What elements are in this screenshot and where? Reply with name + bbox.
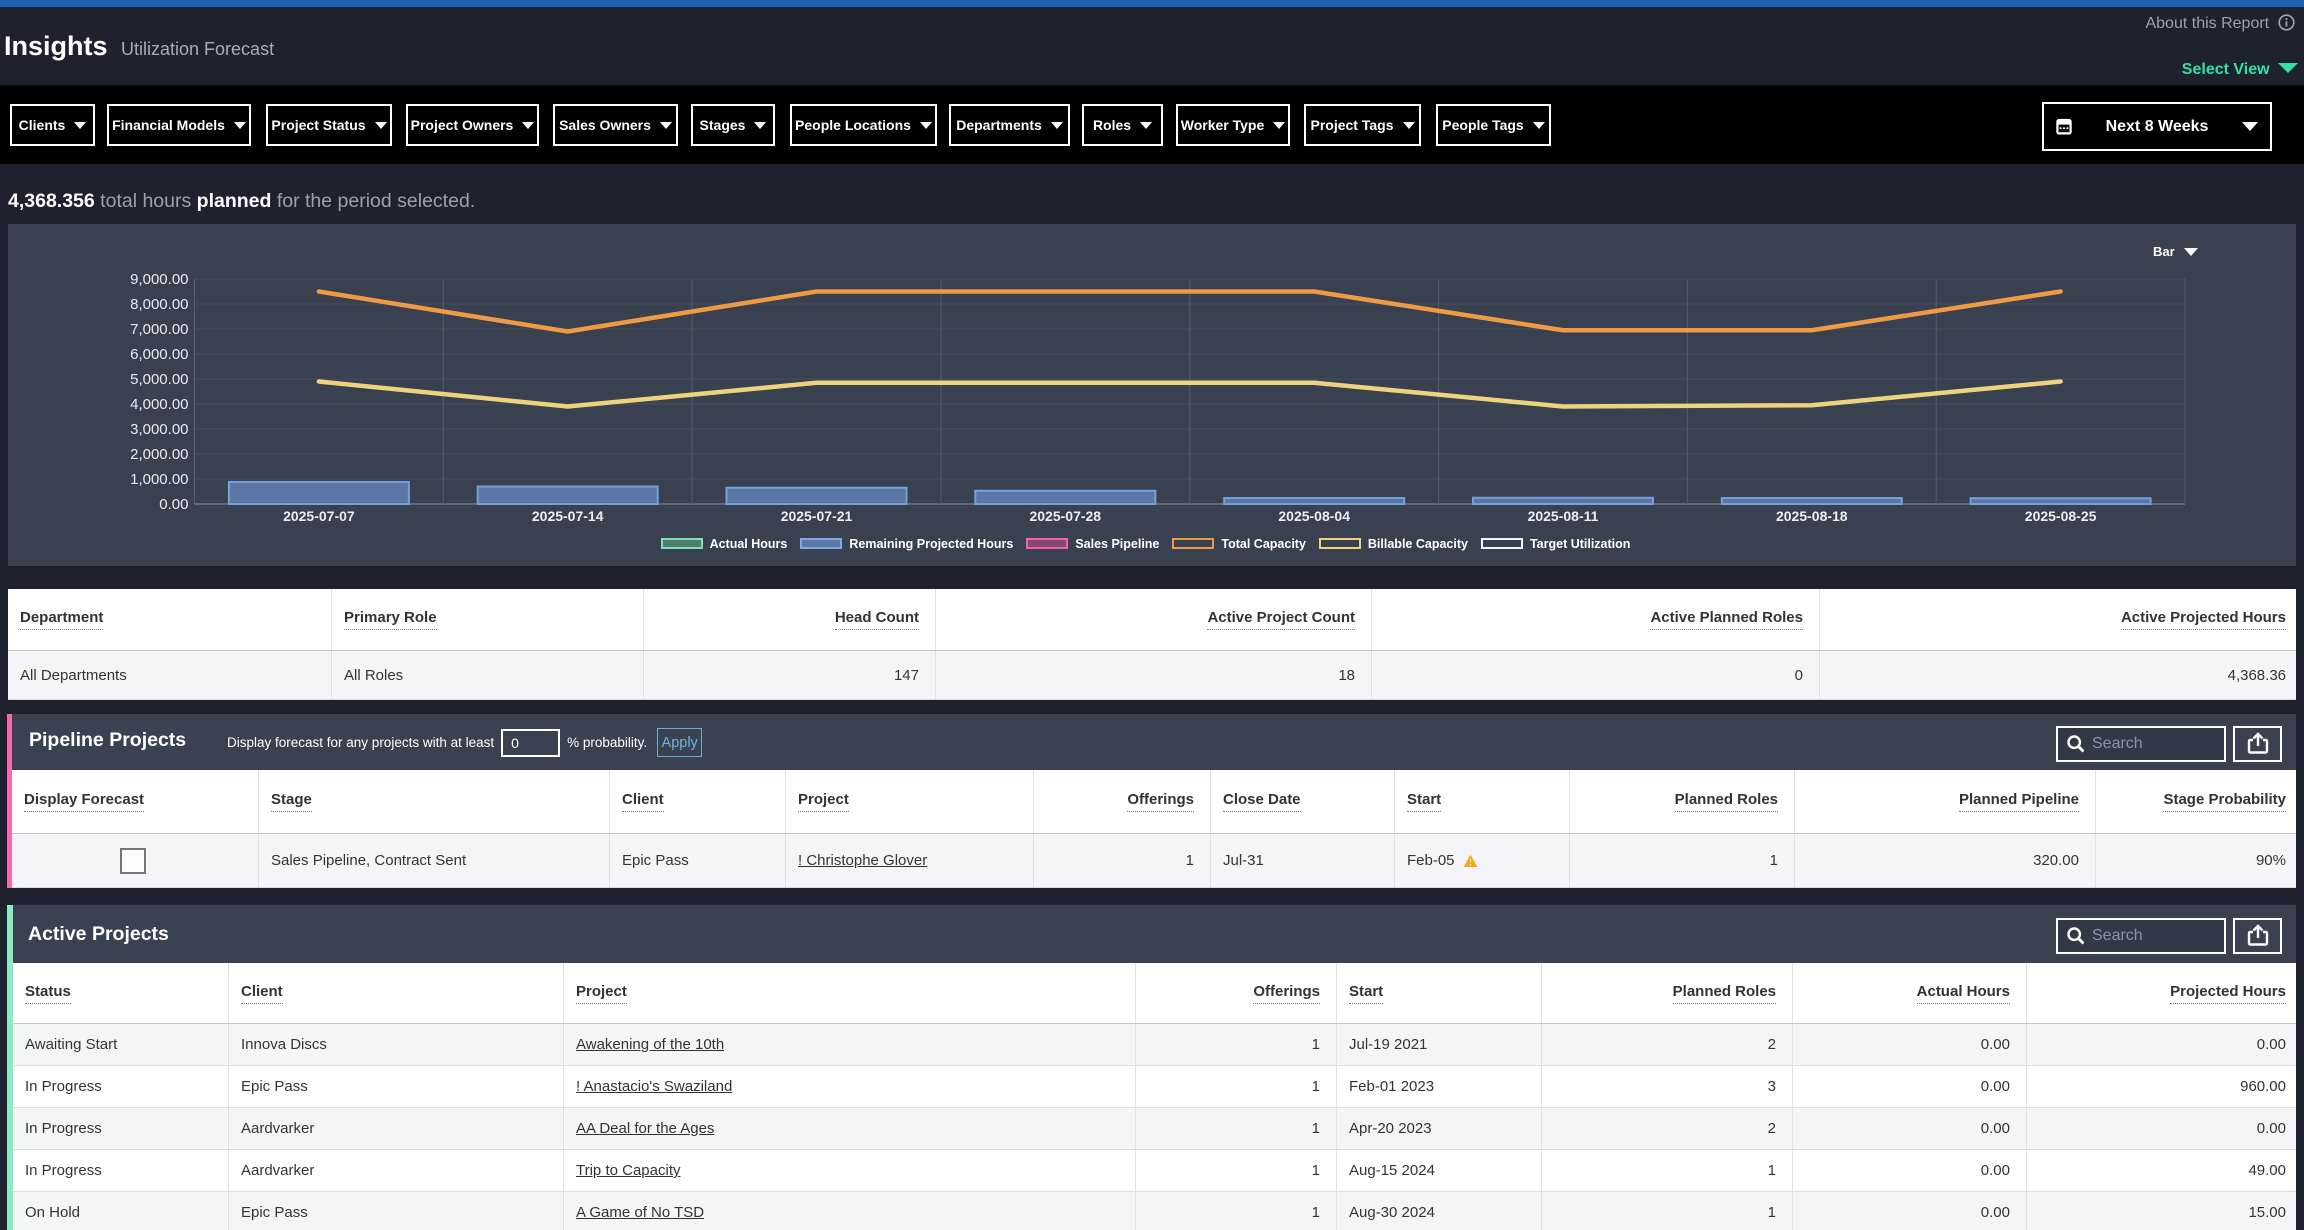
- svg-text:9,000.00: 9,000.00: [130, 271, 188, 288]
- svg-text:1,000.00: 1,000.00: [130, 471, 188, 488]
- svg-text:2025-08-18: 2025-08-18: [1776, 508, 1848, 524]
- svg-text:2025-07-07: 2025-07-07: [283, 508, 355, 524]
- svg-text:2025-08-25: 2025-08-25: [2025, 508, 2097, 524]
- svg-text:7,000.00: 7,000.00: [130, 321, 188, 338]
- svg-text:2025-08-04: 2025-08-04: [1278, 508, 1350, 524]
- svg-text:0.00: 0.00: [159, 496, 188, 513]
- svg-text:6,000.00: 6,000.00: [130, 346, 188, 363]
- svg-text:2025-07-14: 2025-07-14: [532, 508, 604, 524]
- svg-text:2025-07-21: 2025-07-21: [781, 508, 853, 524]
- svg-text:8,000.00: 8,000.00: [130, 296, 188, 313]
- svg-text:2,000.00: 2,000.00: [130, 446, 188, 463]
- svg-text:3,000.00: 3,000.00: [130, 421, 188, 438]
- svg-text:5,000.00: 5,000.00: [130, 371, 188, 388]
- svg-text:2025-08-11: 2025-08-11: [1528, 508, 1599, 524]
- svg-text:4,000.00: 4,000.00: [130, 396, 188, 413]
- svg-text:2025-07-28: 2025-07-28: [1029, 508, 1101, 524]
